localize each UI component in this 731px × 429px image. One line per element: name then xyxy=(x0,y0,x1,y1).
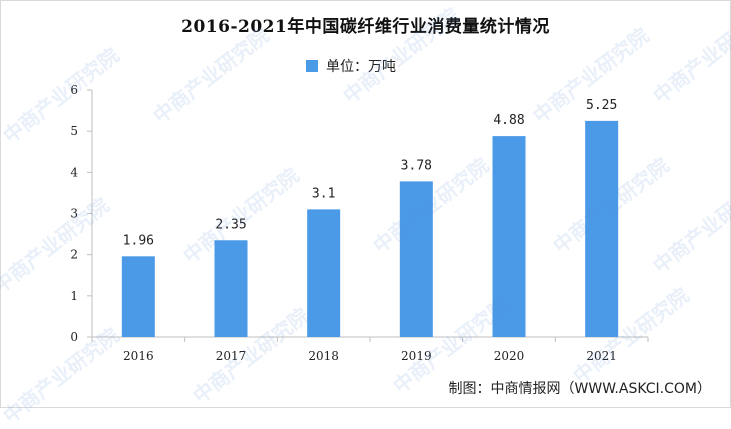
data-label-2018: 3.1 xyxy=(312,186,335,201)
bar-2019 xyxy=(399,181,433,337)
data-label-2021: 5.25 xyxy=(586,98,617,113)
y-tick-label: 5 xyxy=(70,124,78,138)
x-tick-label-2017: 2017 xyxy=(216,349,247,363)
y-tick-label: 6 xyxy=(70,83,78,97)
chart-title: 2016-2021年中国碳纤维行业消费量统计情况 xyxy=(181,17,550,37)
x-tick-label-2020: 2020 xyxy=(494,349,525,363)
data-label-2017: 2.35 xyxy=(215,217,246,232)
bar-chart: 0 1 2 3 4 5 6 1.96 2016 2.35 2017 3.1 2018 3.78 2019 4.… xyxy=(70,83,649,363)
x-tick-label-2021: 2021 xyxy=(586,349,617,363)
x-tick-label-2019: 2019 xyxy=(401,349,432,363)
x-tick-label-2018: 2018 xyxy=(308,349,339,363)
bar-2020 xyxy=(492,136,526,337)
data-label-2016: 1.96 xyxy=(123,233,154,248)
y-tick-label: 4 xyxy=(70,165,78,179)
x-tick-label-2016: 2016 xyxy=(123,349,154,363)
bar-2017 xyxy=(214,240,248,337)
source-credit: 制图：中商情报网（WWW.ASKCI.COM） xyxy=(448,381,711,397)
y-tick-label: 0 xyxy=(70,330,78,344)
bar-2016 xyxy=(121,256,155,337)
y-tick-label: 2 xyxy=(70,248,78,262)
y-tick-label: 3 xyxy=(70,207,78,221)
data-label-2020: 4.88 xyxy=(493,113,524,128)
data-label-2019: 3.78 xyxy=(401,158,432,173)
y-tick-label: 1 xyxy=(70,289,78,303)
bar-2021 xyxy=(585,120,619,337)
legend: 单位：万吨 xyxy=(306,57,396,75)
legend-swatch xyxy=(306,60,318,72)
legend-label: 单位：万吨 xyxy=(326,59,396,75)
bar-2018 xyxy=(307,209,341,337)
